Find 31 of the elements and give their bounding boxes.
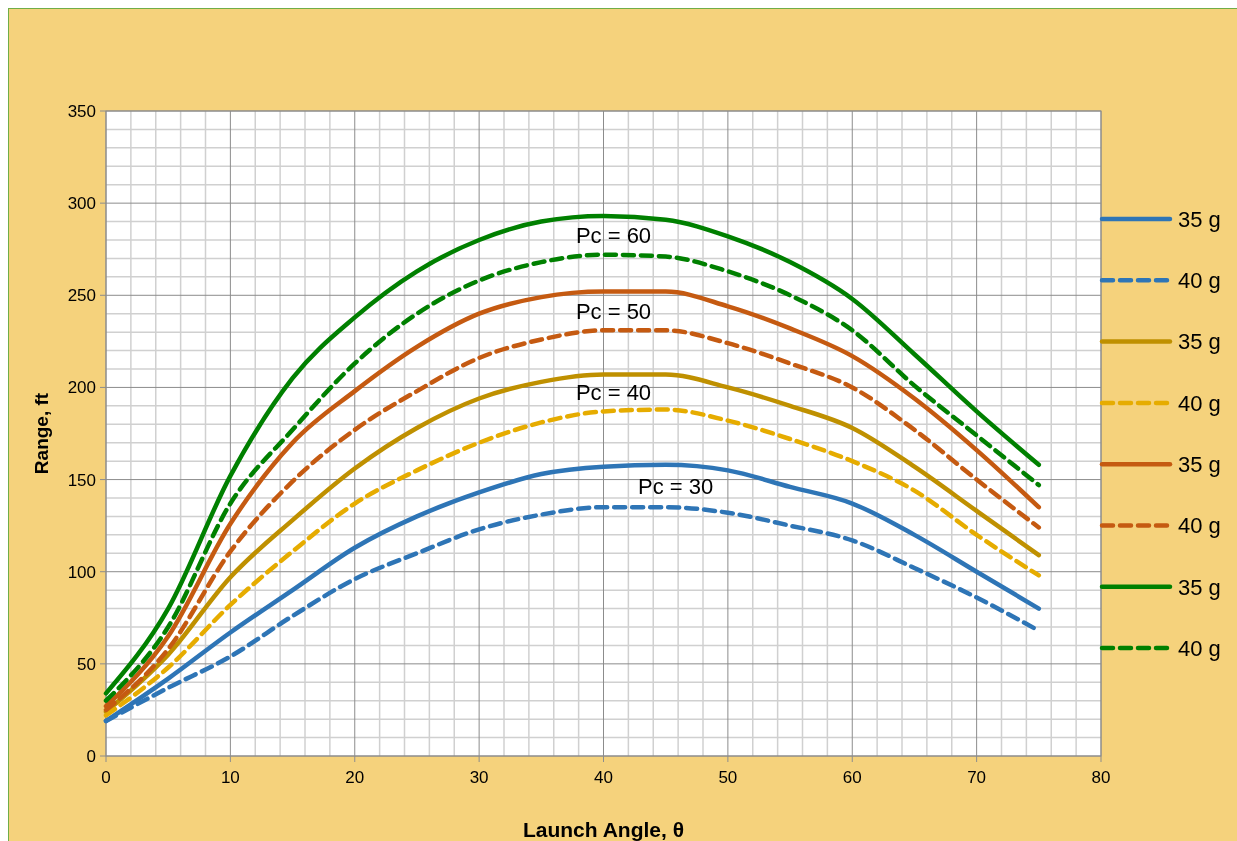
x-tick-label: 40: [594, 768, 613, 787]
x-axis-title: Launch Angle, θ: [522, 818, 685, 841]
x-tick-label: 70: [967, 768, 987, 787]
y-tick-label: 300: [67, 194, 96, 214]
legend-label: 35 g: [1178, 206, 1221, 232]
legend-label: 40 g: [1178, 635, 1221, 661]
x-tick-label: 60: [842, 768, 862, 787]
x-tick-label: 30: [469, 768, 489, 787]
x-tick-label: 20: [345, 768, 365, 787]
legend-label: 40 g: [1178, 513, 1221, 539]
y-tick-label: 150: [67, 470, 96, 490]
legend-label: 35 g: [1178, 451, 1221, 477]
annotation: Pc = 30: [638, 473, 714, 499]
legend-label: 40 g: [1178, 390, 1221, 416]
x-tick-label: 80: [1091, 768, 1111, 787]
legend-label: 40 g: [1178, 268, 1221, 293]
annotation: Pc = 60: [575, 223, 652, 249]
y-tick-label: 100: [67, 562, 96, 582]
y-tick-label: 50: [77, 654, 96, 674]
x-tick-label: 0: [101, 768, 111, 787]
y-tick-label: 200: [67, 378, 96, 398]
x-tick-label: 10: [220, 768, 240, 787]
annotation: Pc = 50: [575, 298, 652, 324]
y-tick-label: 0: [86, 746, 96, 766]
annotation: Pc = 40: [575, 379, 652, 405]
y-tick-label: 350: [67, 101, 96, 121]
y-tick-label: 250: [67, 286, 96, 306]
x-tick-label: 50: [718, 768, 738, 787]
y-axis-title: Range, ft: [31, 392, 52, 475]
legend-label: 35 g: [1178, 329, 1221, 355]
legend-label: 35 g: [1178, 574, 1221, 600]
